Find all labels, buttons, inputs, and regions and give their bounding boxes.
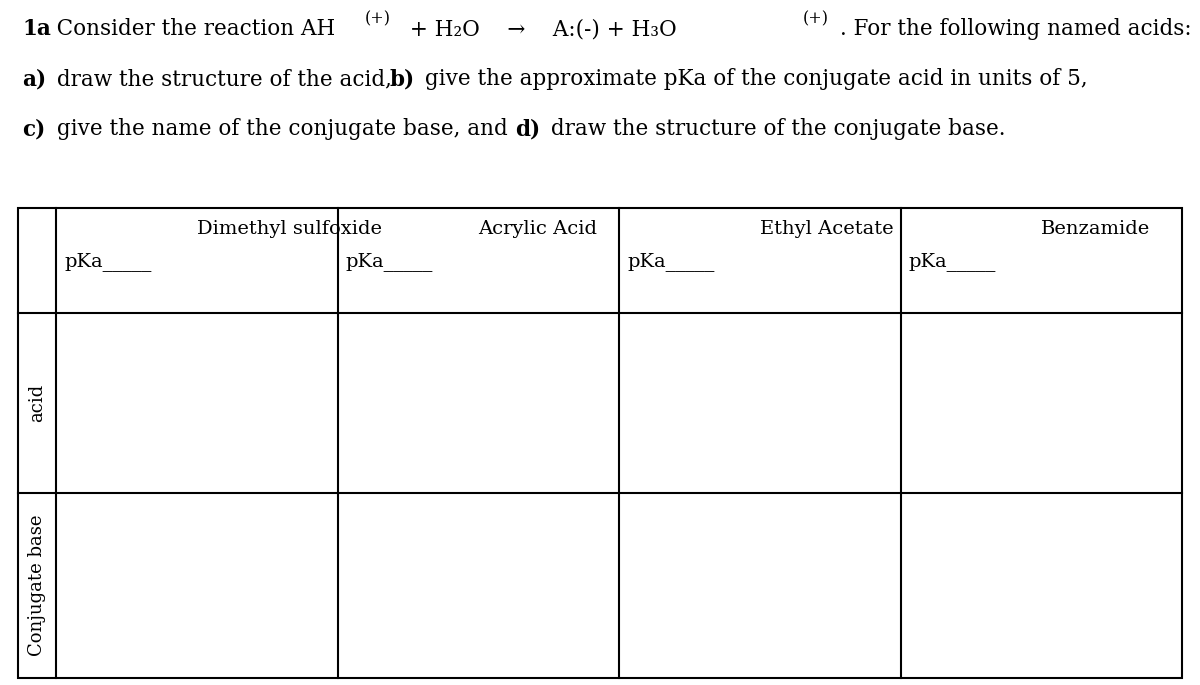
Text: (+): (+) [803,10,829,27]
Text: . For the following named acids:: . For the following named acids: [840,18,1192,40]
Text: a): a) [22,68,46,90]
Text: give the name of the conjugate base, and: give the name of the conjugate base, and [50,118,515,140]
Text: . Consider the reaction AH: . Consider the reaction AH [43,18,335,40]
Text: d): d) [515,118,540,140]
Text: Ethyl Acetate: Ethyl Acetate [760,220,893,238]
Text: draw the structure of the acid,: draw the structure of the acid, [50,68,398,90]
Text: draw the structure of the conjugate base.: draw the structure of the conjugate base… [544,118,1006,140]
Text: pKa_____: pKa_____ [64,252,151,271]
Text: pKa_____: pKa_____ [908,252,996,271]
Text: pKa_____: pKa_____ [628,252,714,271]
Text: acid: acid [28,384,46,422]
Text: (+): (+) [365,10,391,27]
Text: Dimethyl sulfoxide: Dimethyl sulfoxide [197,220,382,238]
Text: Conjugate base: Conjugate base [28,514,46,656]
Text: give the approximate pKa of the conjugate acid in units of 5,: give the approximate pKa of the conjugat… [418,68,1087,90]
Text: + H₂O    →    A:(-) + H₃O: + H₂O → A:(-) + H₃O [403,18,677,40]
Text: 1a: 1a [22,18,50,40]
Text: Benzamide: Benzamide [1042,220,1151,238]
Text: c): c) [22,118,46,140]
Bar [18,208,1182,678]
Text: b): b) [390,68,415,90]
Text: pKa_____: pKa_____ [346,252,433,271]
Text: Acrylic Acid: Acrylic Acid [479,220,598,238]
